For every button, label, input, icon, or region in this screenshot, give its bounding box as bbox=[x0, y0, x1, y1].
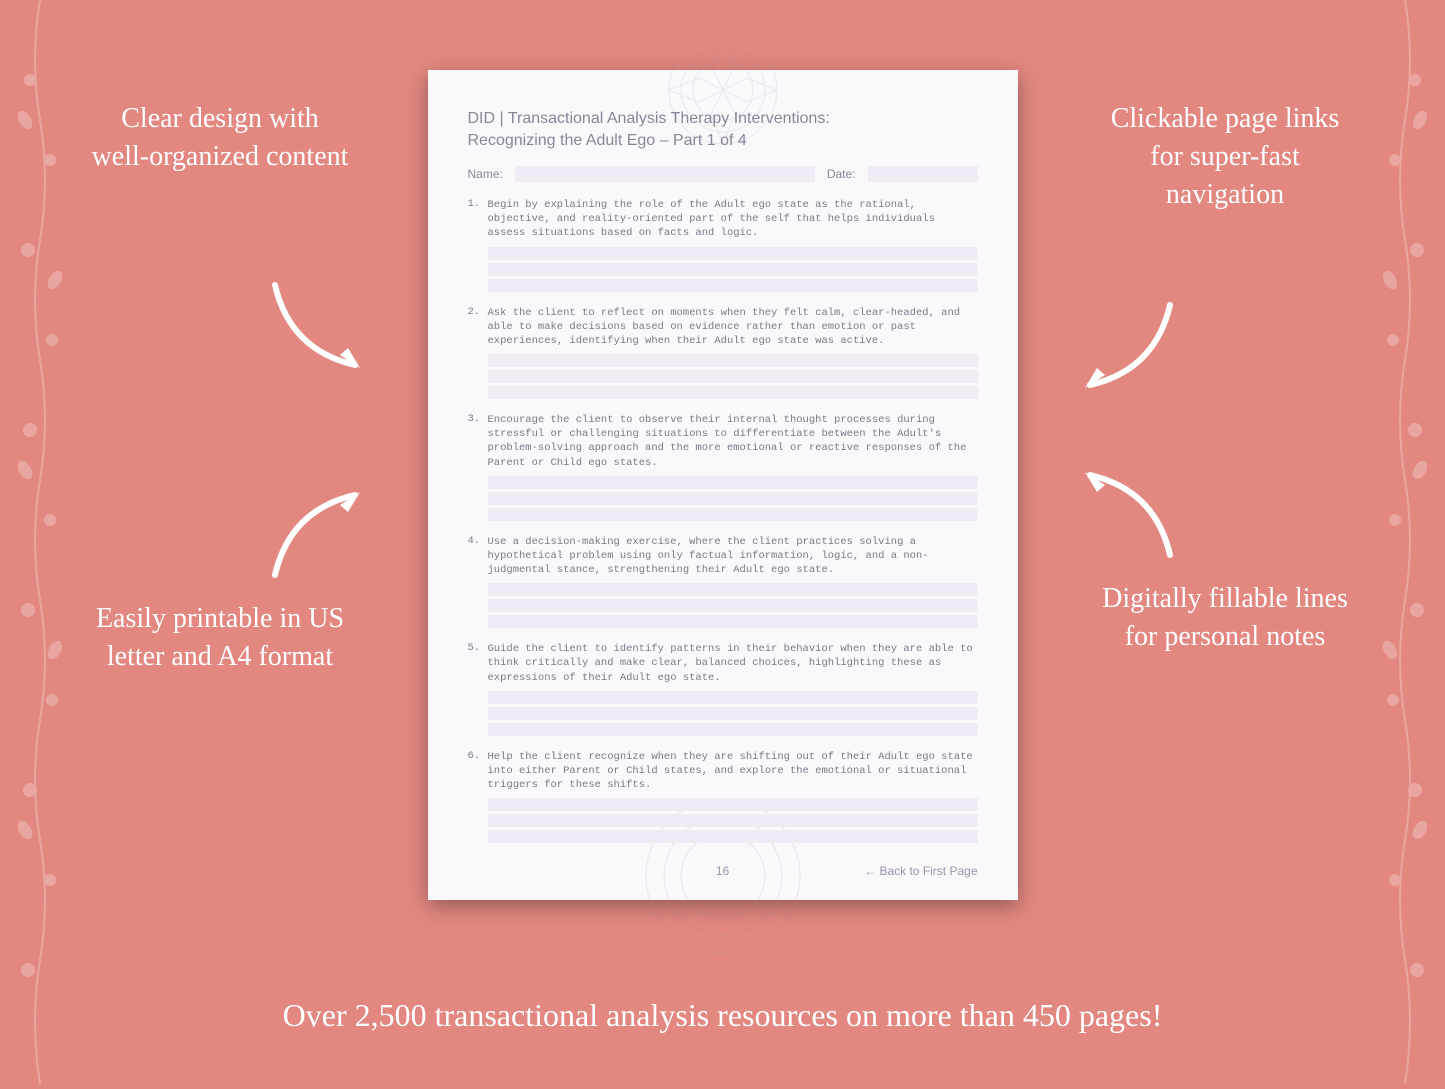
fill-line[interactable] bbox=[488, 814, 978, 827]
question-number: 2. bbox=[468, 306, 482, 400]
question-item: 3. Encourage the client to observe their… bbox=[468, 413, 978, 521]
callout-top-left: Clear design with well-organized content bbox=[90, 100, 350, 176]
fill-line[interactable] bbox=[488, 476, 978, 489]
fill-line[interactable] bbox=[488, 830, 978, 843]
vine-icon bbox=[10, 0, 70, 1084]
vine-icon bbox=[1375, 0, 1435, 1084]
name-date-row: Name: Date: bbox=[468, 166, 978, 182]
fill-line[interactable] bbox=[488, 508, 978, 521]
floral-border-right bbox=[1375, 0, 1435, 1084]
fill-line[interactable] bbox=[488, 386, 978, 399]
callout-top-right: Clickable page links for super-fast navi… bbox=[1095, 100, 1355, 213]
name-label: Name: bbox=[468, 167, 503, 181]
callout-bottom-right: Digitally fillable lines for personal no… bbox=[1095, 580, 1355, 656]
fill-line[interactable] bbox=[488, 615, 978, 628]
question-number: 5. bbox=[468, 642, 482, 736]
fill-line[interactable] bbox=[488, 707, 978, 720]
fill-line[interactable] bbox=[488, 691, 978, 704]
question-item: 2. Ask the client to reflect on moments … bbox=[468, 306, 978, 400]
question-item: 4. Use a decision-making exercise, where… bbox=[468, 535, 978, 629]
fill-line[interactable] bbox=[488, 599, 978, 612]
page-preview: DID | Transactional Analysis Therapy Int… bbox=[428, 70, 1018, 900]
question-number: 4. bbox=[468, 535, 482, 629]
fill-line[interactable] bbox=[488, 263, 978, 276]
question-item: 5. Guide the client to identify patterns… bbox=[468, 642, 978, 736]
arrow-icon bbox=[260, 470, 380, 590]
question-number: 1. bbox=[468, 198, 482, 292]
fill-line[interactable] bbox=[488, 798, 978, 811]
question-text: Encourage the client to observe their in… bbox=[488, 413, 978, 470]
bottom-banner: Over 2,500 transactional analysis resour… bbox=[0, 997, 1445, 1034]
fill-line[interactable] bbox=[488, 247, 978, 260]
question-text: Begin by explaining the role of the Adul… bbox=[488, 198, 978, 241]
floral-border-left bbox=[10, 0, 70, 1084]
name-field[interactable] bbox=[515, 166, 815, 182]
question-number: 6. bbox=[468, 750, 482, 844]
arrow-icon bbox=[1065, 450, 1185, 570]
question-item: 1. Begin by explaining the role of the A… bbox=[468, 198, 978, 292]
back-link[interactable]: ← Back to First Page bbox=[864, 864, 977, 878]
question-list: 1. Begin by explaining the role of the A… bbox=[468, 198, 978, 843]
question-text: Use a decision-making exercise, where th… bbox=[488, 535, 978, 578]
question-text: Ask the client to reflect on moments whe… bbox=[488, 306, 978, 349]
question-item: 6. Help the client recognize when they a… bbox=[468, 750, 978, 844]
date-field[interactable] bbox=[868, 166, 978, 182]
page-footer: 16 ← Back to First Page bbox=[468, 864, 978, 878]
question-number: 3. bbox=[468, 413, 482, 521]
fill-line[interactable] bbox=[488, 354, 978, 367]
fill-line[interactable] bbox=[488, 723, 978, 736]
question-text: Guide the client to identify patterns in… bbox=[488, 642, 978, 685]
page-number: 16 bbox=[716, 864, 729, 878]
fill-line[interactable] bbox=[488, 370, 978, 383]
question-text: Help the client recognize when they are … bbox=[488, 750, 978, 793]
date-label: Date: bbox=[827, 167, 856, 181]
arrow-icon bbox=[260, 270, 380, 390]
fill-line[interactable] bbox=[488, 492, 978, 505]
worksheet-subtitle: Recognizing the Adult Ego – Part 1 of 4 bbox=[468, 132, 978, 150]
worksheet-title: DID | Transactional Analysis Therapy Int… bbox=[468, 110, 978, 128]
fill-line[interactable] bbox=[488, 279, 978, 292]
arrow-icon bbox=[1065, 290, 1185, 410]
callout-bottom-left: Easily printable in US letter and A4 for… bbox=[90, 600, 350, 676]
fill-line[interactable] bbox=[488, 583, 978, 596]
